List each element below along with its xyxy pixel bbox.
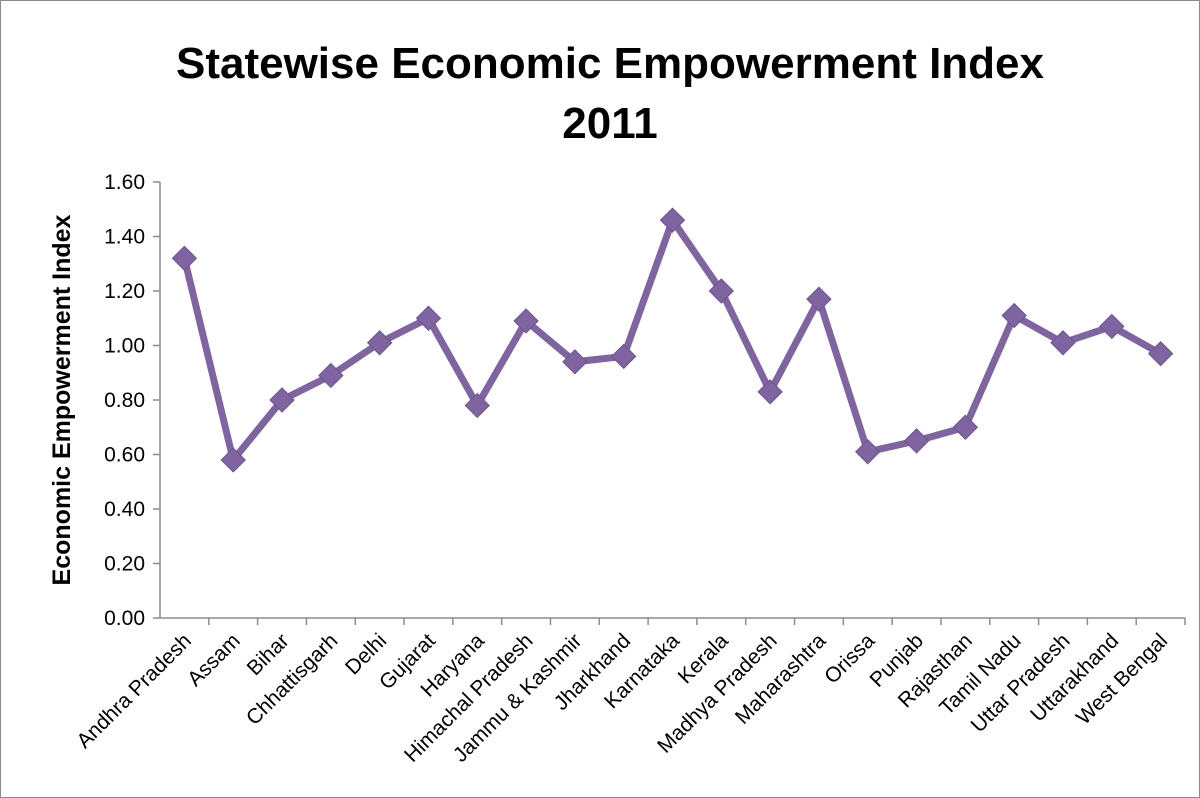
x-category-label: Assam [183, 629, 245, 691]
data-point-marker [513, 308, 539, 334]
data-point-marker [562, 349, 588, 375]
y-tick-label: 1.60 [104, 171, 145, 194]
series-line [180, 216, 1165, 464]
y-tick-label: 1.40 [104, 226, 145, 249]
y-tick-label: 1.00 [104, 335, 145, 358]
data-point-marker [269, 387, 295, 413]
y-tick-label: 0.60 [104, 444, 145, 467]
y-axis-title: Economic Empowerment Index [48, 214, 76, 585]
data-point-marker [220, 447, 246, 473]
x-category-label: Andhra Pradesh [72, 629, 196, 753]
chart-title: Statewise Economic Empowerment Index [176, 39, 1045, 88]
y-tick-label: 0.00 [104, 607, 145, 630]
y-tick-label: 0.80 [104, 389, 145, 412]
y-tick-label: 0.40 [104, 498, 145, 521]
data-point-marker [855, 439, 881, 465]
data-point-marker [1099, 313, 1125, 340]
data-point-marker [708, 278, 735, 304]
data-point-marker [318, 362, 344, 389]
data-point-marker [1147, 340, 1174, 367]
data-point-marker [1050, 330, 1076, 356]
data-point-marker [366, 330, 393, 356]
data-point-marker [952, 414, 979, 440]
data-point-marker [757, 379, 783, 405]
data-point-marker [464, 392, 490, 419]
y-tick-label: 1.20 [104, 280, 145, 303]
data-point-marker [806, 286, 832, 312]
data-point-marker [1001, 302, 1027, 329]
y-tick-label: 0.20 [104, 553, 145, 576]
series-layer [171, 207, 1174, 473]
data-point-marker [415, 305, 442, 331]
data-point-marker [903, 428, 930, 454]
data-point-marker [659, 207, 686, 233]
tick-labels: 0.00 0.20 0.40 0.60 0.80 1.00 1.20 1.40 1.60 Andh… [72, 171, 1172, 767]
data-point-marker [171, 245, 198, 272]
chart-subtitle: 2011 [562, 99, 657, 148]
axes [153, 181, 1186, 625]
data-point-marker [610, 343, 637, 370]
